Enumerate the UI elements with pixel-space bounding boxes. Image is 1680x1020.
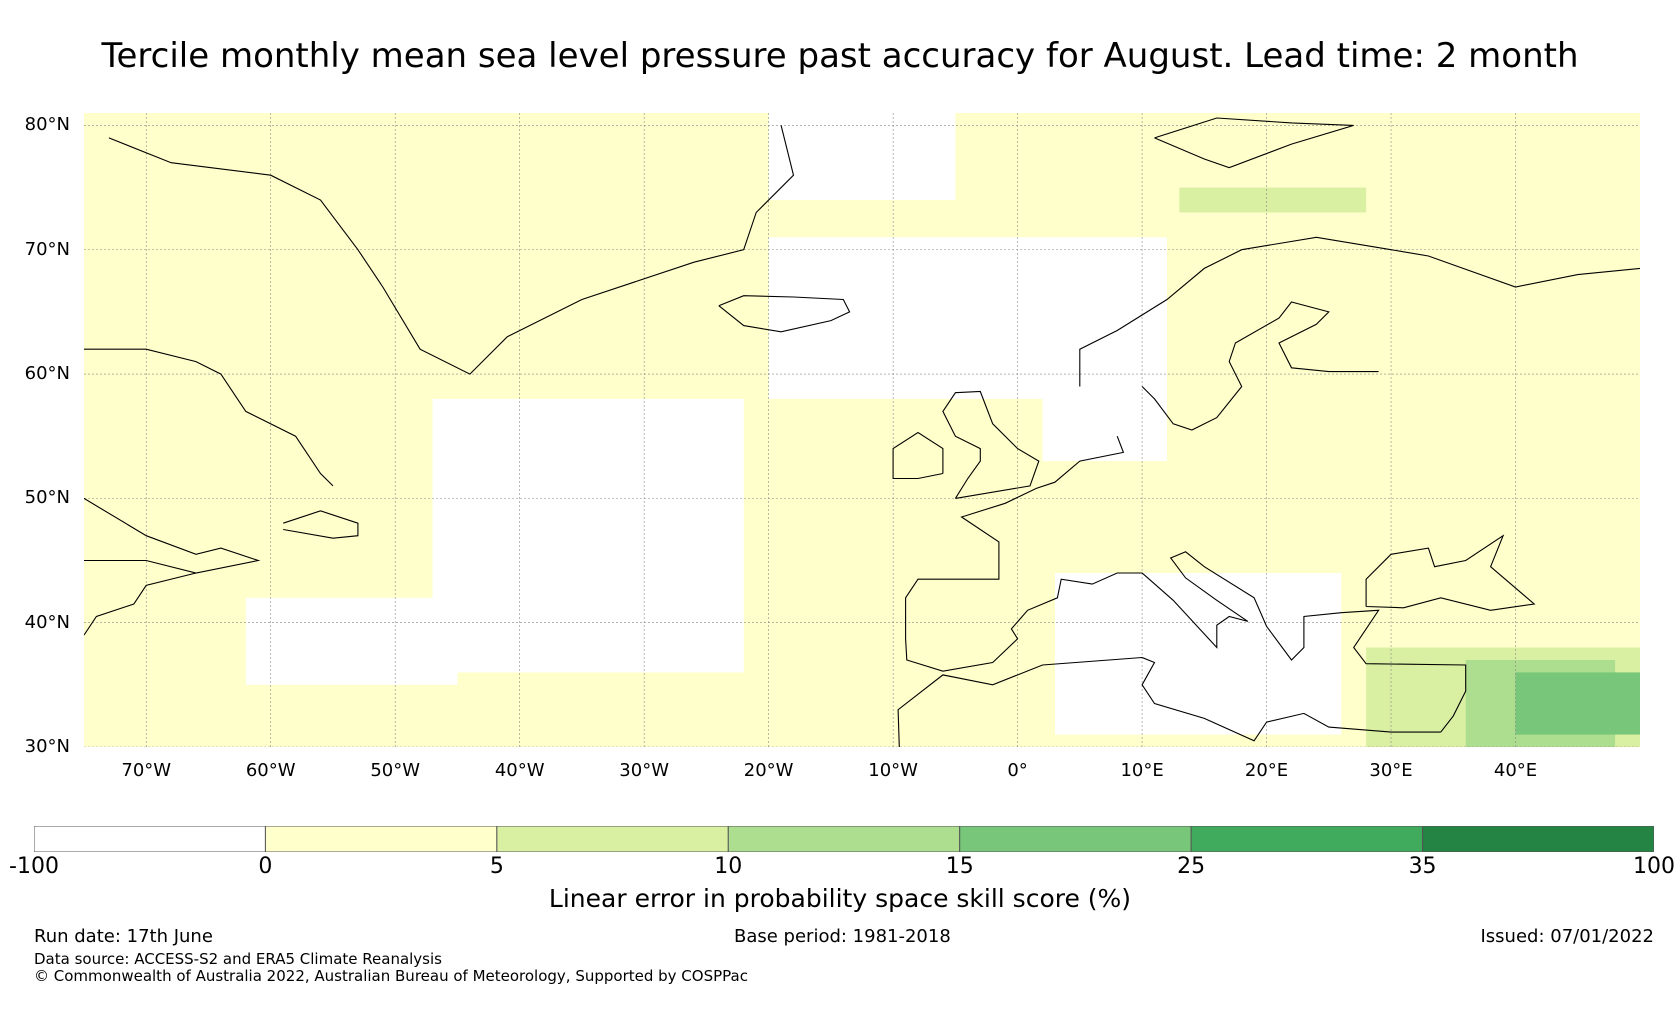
lon-tick-label: 40°E <box>1493 760 1538 781</box>
skill-region-central-north-atlantic <box>432 398 744 673</box>
colorbar-bin <box>1422 826 1654 852</box>
iceland-coast <box>718 295 851 333</box>
skill-region-greenland-sea <box>768 113 956 201</box>
lat-tick-label: 80°N <box>24 114 70 136</box>
british-isles-coast <box>942 390 1040 499</box>
lat-tick-label: 30°N <box>24 736 70 757</box>
black-sea-coast <box>1365 534 1536 611</box>
europe-west-coast <box>905 436 1467 733</box>
map-canvas <box>84 113 1640 747</box>
skill-region-mediterranean <box>1054 572 1342 735</box>
colorbar <box>34 826 1654 852</box>
nova-scotia-coast <box>84 497 261 574</box>
colorbar-bin <box>959 826 1192 852</box>
colorbar-tick-label: -100 <box>9 854 59 879</box>
labrador-coast <box>84 348 334 487</box>
run-date: Run date: 17th June <box>34 926 213 947</box>
ireland-coast <box>892 431 944 480</box>
lon-tick-label: 10°W <box>868 760 918 781</box>
skill-region-north-sea <box>1042 374 1167 462</box>
colorbar-bin <box>34 826 266 852</box>
colorbar-bin <box>1190 826 1424 852</box>
skill-region-iran-west <box>1515 672 1640 735</box>
colorbar-tick-label: 100 <box>1633 854 1675 879</box>
colorbar-bin <box>496 826 729 852</box>
lon-tick-label: 70°W <box>121 760 172 781</box>
lat-tick-label: 70°N <box>24 238 70 260</box>
colorbar-tick-label: 5 <box>489 854 504 879</box>
lon-tick-label: 60°W <box>245 760 296 781</box>
lon-tick-label: 50°W <box>370 760 421 781</box>
lon-tick-label: 30°E <box>1369 760 1413 781</box>
lat-tick-label: 60°N <box>24 363 70 385</box>
north-africa-coast <box>897 656 1441 747</box>
newfoundland-coast <box>283 510 359 539</box>
colorbar-bin <box>264 826 498 852</box>
colorbar-tick-label: 25 <box>1177 854 1206 879</box>
colorbar-tick-label: 0 <box>258 854 273 879</box>
lon-tick-label: 30°W <box>619 760 669 781</box>
data-source: Data source: ACCESS-S2 and ERA5 Climate … <box>34 950 442 968</box>
lon-tick-label: 20°W <box>743 760 794 781</box>
colorbar-bin <box>727 826 961 852</box>
base-period: Base period: 1981-2018 <box>734 926 951 947</box>
colorbar-tick-label: 15 <box>945 854 974 879</box>
copyright: © Commonwealth of Australia 2022, Austra… <box>34 967 748 985</box>
scandinavia-coast <box>1079 236 1640 387</box>
lat-tick-label: 40°N <box>24 611 70 633</box>
svalbard-coast <box>1154 117 1354 169</box>
lon-tick-label: 0° <box>1007 760 1028 781</box>
map-area <box>84 113 1640 747</box>
skill-region-mid-atlantic-south <box>245 597 458 685</box>
skill-region-barents-sea <box>1179 187 1367 213</box>
colorbar-tick-label: 35 <box>1408 854 1437 879</box>
greenland-coast <box>108 125 795 375</box>
us-east-coast <box>84 572 197 636</box>
chart-title: Tercile monthly mean sea level pressure … <box>101 36 1579 76</box>
lon-tick-label: 40°W <box>494 760 545 781</box>
lat-tick-label: 50°N <box>24 487 70 509</box>
issued-date: Issued: 07/01/2022 <box>1480 926 1654 947</box>
colorbar-label: Linear error in probability space skill … <box>548 884 1132 913</box>
lon-tick-label: 20°E <box>1244 760 1289 781</box>
lon-tick-label: 10°E <box>1120 760 1164 781</box>
colorbar-tick-label: 10 <box>714 854 743 879</box>
sweden-baltic-coast <box>1141 301 1379 431</box>
